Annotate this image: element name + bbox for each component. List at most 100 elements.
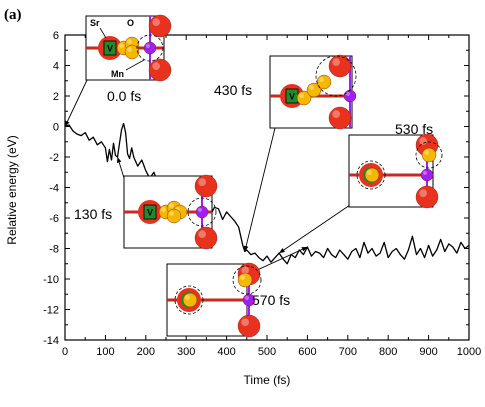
annotation-arrow — [64, 77, 89, 127]
x-tick-label: 900 — [419, 346, 437, 358]
x-tick-label: 1000 — [457, 346, 481, 358]
inset-530fs-gold-atom-body — [182, 292, 198, 308]
inset-0fs-oxygen-top — [148, 14, 172, 38]
inset-130fs-manganese — [195, 205, 209, 219]
inset-430fs-dashed-circle-0 — [315, 55, 357, 97]
inset-130fs-oxygen-bottom-body — [194, 226, 218, 250]
inset-530fs-manganese — [242, 293, 256, 307]
inset-530fs-gold-atom-shine — [185, 295, 190, 300]
inset-430fs-gold-1 — [306, 82, 322, 98]
panel-label: (a) — [4, 7, 22, 23]
annotation-label: 0.0 fs — [107, 88, 141, 104]
inset-570fs-gold-0-shine — [424, 150, 429, 155]
inset-130fs-vacancy-label: V — [147, 208, 153, 218]
inset-530fs-gold-0-body — [237, 272, 253, 288]
inset-label-sr: Sr — [90, 18, 100, 28]
inset-430fs-gold-2-shine — [319, 77, 324, 83]
annotation-label: 570 fs — [252, 292, 290, 308]
inset-430fs-manganese — [343, 89, 357, 103]
inset-0fs-manganese-body — [143, 41, 157, 55]
annotation-arrowhead — [243, 245, 249, 252]
annotation-arrow — [278, 204, 351, 254]
inset-0fs-oxygen-top-shine — [152, 18, 160, 26]
y-tick-label: -6 — [49, 213, 59, 225]
inset-0fs-gold-2-body — [124, 44, 140, 60]
y-axis-title: Relative energy (eV) — [5, 135, 19, 244]
y-tick-label: 0 — [53, 122, 59, 134]
inset-570fs-dashed-circle-1 — [415, 141, 443, 169]
inset-430fs-gold-0 — [296, 90, 312, 106]
inset-570fs-manganese-body — [420, 168, 434, 182]
y-tick-label: -10 — [43, 274, 59, 286]
inset-130fs-oxygen-bottom — [194, 226, 218, 250]
x-tick-label: 100 — [96, 346, 114, 358]
inset-130fs-manganese-shine — [197, 207, 202, 212]
plot-area — [64, 122, 470, 265]
annotation-arrowhead — [65, 120, 70, 127]
inset-130fs-gold-3-body — [166, 208, 182, 224]
inset-530fs-oxygen-bottom-shine — [241, 318, 249, 326]
inset-130fs-gold-0-shine — [161, 207, 166, 212]
inset-130fs-gold-3 — [166, 208, 182, 224]
inset-530fs-dashed-circle-0 — [174, 285, 204, 315]
annotation-arrowhead — [301, 246, 308, 252]
inset-570fs-gold-0-body — [421, 147, 437, 163]
inset-570fs-gold-atom-body — [364, 167, 380, 183]
energy-series-line — [64, 122, 470, 265]
annotation-arrowhead — [279, 248, 286, 254]
inset-570fs-gold-atom-shine — [367, 170, 372, 175]
inset-570fs-oxygen-bottom-body — [415, 185, 439, 209]
inset-530fs-oxygen-bottom-body — [237, 314, 261, 338]
inset-570fs-dashed-circle-0 — [356, 160, 386, 190]
inset-570fs-oxygen-top-shine — [419, 137, 427, 145]
inset-0fs-manganese-shine — [145, 43, 150, 49]
annotation-label: 530 fs — [395, 121, 433, 137]
inset-130fs-oxygen-top-shine — [198, 178, 206, 186]
y-tick-label: -8 — [49, 244, 59, 256]
inset-130fs-dashed-circle-0 — [187, 197, 217, 227]
inset-570fs-oxygen-bottom — [415, 185, 439, 209]
inset-430fs: V — [269, 54, 357, 130]
inset-430fs-oxygen-top-shine — [332, 58, 340, 66]
inset-530fs-manganese-shine — [244, 295, 249, 300]
y-tick-label: 6 — [53, 30, 59, 42]
inset-0fs-oxygen-bottom-body — [148, 58, 172, 82]
inset-130fs-oxygen-top-body — [194, 174, 218, 198]
inset-530fs-gold-0 — [237, 272, 253, 288]
inset-530fs-oxygen-bottom — [237, 314, 261, 338]
inset-430fs-oxygen-top — [328, 54, 352, 78]
y-tick-label: 2 — [53, 91, 59, 103]
x-tick-label: 400 — [217, 346, 235, 358]
inset-570fs — [348, 133, 443, 209]
inset-label-o: O — [127, 18, 134, 28]
inset-pointer-mn — [125, 59, 145, 71]
y-tick-label: -4 — [49, 183, 59, 195]
inset-430fs-manganese-shine — [345, 91, 350, 96]
y-tick-label: 4 — [53, 61, 59, 73]
inset-530fs — [166, 262, 262, 338]
x-axis-title: Time (fs) — [244, 373, 291, 387]
inset-430fs-gold-0-body — [296, 90, 312, 106]
insets: V Sr O Mn V V — [85, 14, 443, 338]
inset-0fs-gold-1-shine — [127, 39, 132, 44]
inset-0fs-manganese — [143, 41, 157, 55]
inset-0fs-oxygen-top-body — [148, 14, 172, 38]
inset-130fs: V — [123, 174, 218, 250]
annotation-arrowhead — [116, 157, 122, 163]
inset-530fs-oxygen-top-shine — [241, 266, 249, 274]
x-tick-label: 700 — [339, 346, 357, 358]
x-tick-label: 300 — [177, 346, 195, 358]
inset-570fs-oxygen-bottom-shine — [419, 189, 427, 197]
inset-430fs-oxygen-bottom-body — [328, 106, 352, 130]
inset-430fs-oxygen-top-body — [328, 54, 352, 78]
inset-430fs-oxygen-bottom-shine — [332, 110, 340, 118]
inset-430fs-gold-1-shine — [309, 85, 314, 91]
y-tick-label: -2 — [49, 152, 59, 164]
inset-0fs-oxygen-bottom — [148, 58, 172, 82]
annotation-labels: 0.0 fs 130 fs 430 fs 530 fs 570 fs — [74, 82, 433, 308]
inset-570fs-manganese — [420, 168, 434, 182]
x-tick-label: 0 — [62, 346, 68, 358]
inset-0fs-gold-2 — [124, 44, 140, 60]
x-tick-label: 600 — [298, 346, 316, 358]
